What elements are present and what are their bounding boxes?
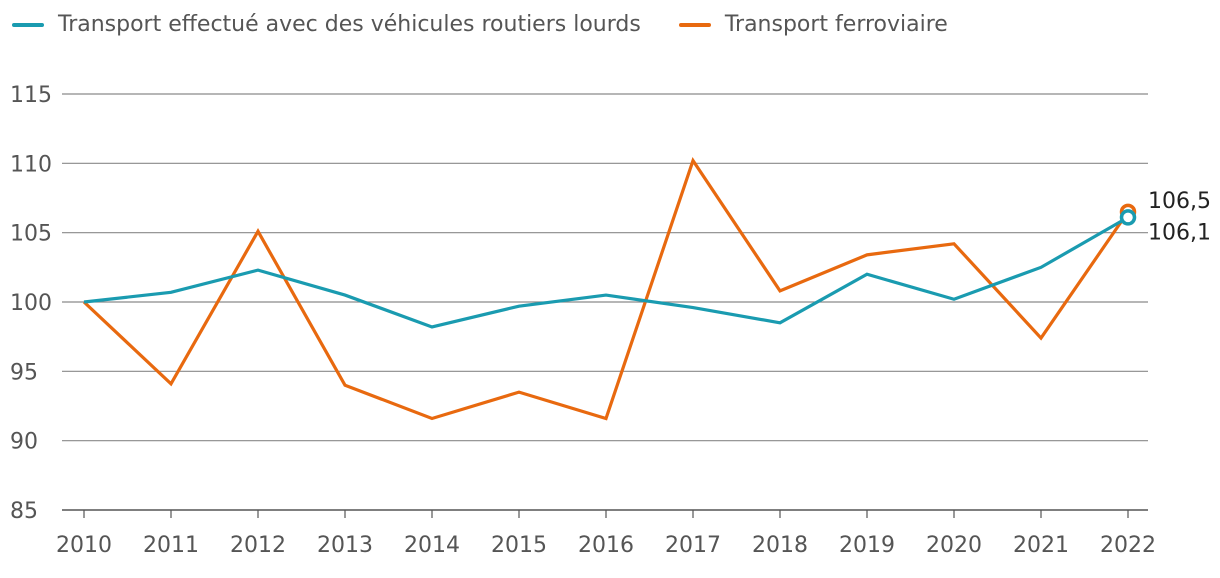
x-tick-label-2021: 2021 — [1013, 533, 1069, 558]
x-tick-label-2012: 2012 — [230, 533, 286, 558]
x-tick-label-2014: 2014 — [404, 533, 460, 558]
legend-label-rail: Transport ferroviaire — [724, 12, 948, 37]
x-tick-label-2011: 2011 — [143, 533, 199, 558]
series-line-1 — [82, 156, 1130, 421]
end-label-0: 106,1 — [1148, 220, 1211, 245]
x-tick-label-2013: 2013 — [317, 533, 373, 558]
x-tick-label-2018: 2018 — [752, 533, 808, 558]
x-tick-label-2019: 2019 — [839, 533, 895, 558]
x-tick-label-2010: 2010 — [56, 533, 112, 558]
y-tick-label-90: 90 — [10, 430, 38, 455]
end-marker-0 — [1119, 209, 1137, 226]
legend-label-road: Transport effectué avec des véhicules ro… — [58, 12, 641, 37]
legend-item-rail[interactable]: Transport ferroviaire — [678, 12, 948, 37]
x-tick-label-2016: 2016 — [578, 533, 634, 558]
end-label-1: 106,5 — [1148, 189, 1211, 214]
x-tick-label-2017: 2017 — [665, 533, 721, 558]
series-line-0 — [83, 216, 1129, 329]
y-tick-label-85: 85 — [10, 499, 38, 524]
legend-swatch-road — [12, 22, 44, 27]
legend-item-road[interactable]: Transport effectué avec des véhicules ro… — [12, 12, 641, 37]
y-tick-label-95: 95 — [10, 360, 38, 385]
y-tick-label-105: 105 — [10, 222, 52, 247]
x-tick-label-2022: 2022 — [1100, 533, 1156, 558]
legend-swatch-rail — [678, 22, 711, 27]
x-tick-label-2015: 2015 — [491, 533, 547, 558]
legend: Transport effectué avec des véhicules ro… — [12, 12, 986, 37]
y-tick-label-100: 100 — [10, 291, 52, 316]
x-tick-label-2020: 2020 — [926, 533, 982, 558]
y-tick-label-115: 115 — [10, 83, 52, 108]
y-tick-label-110: 110 — [10, 152, 52, 177]
